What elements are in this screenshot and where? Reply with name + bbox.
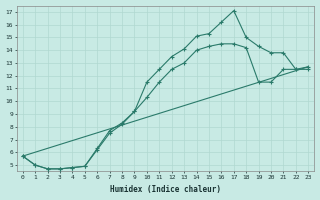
X-axis label: Humidex (Indice chaleur): Humidex (Indice chaleur) — [110, 185, 221, 194]
